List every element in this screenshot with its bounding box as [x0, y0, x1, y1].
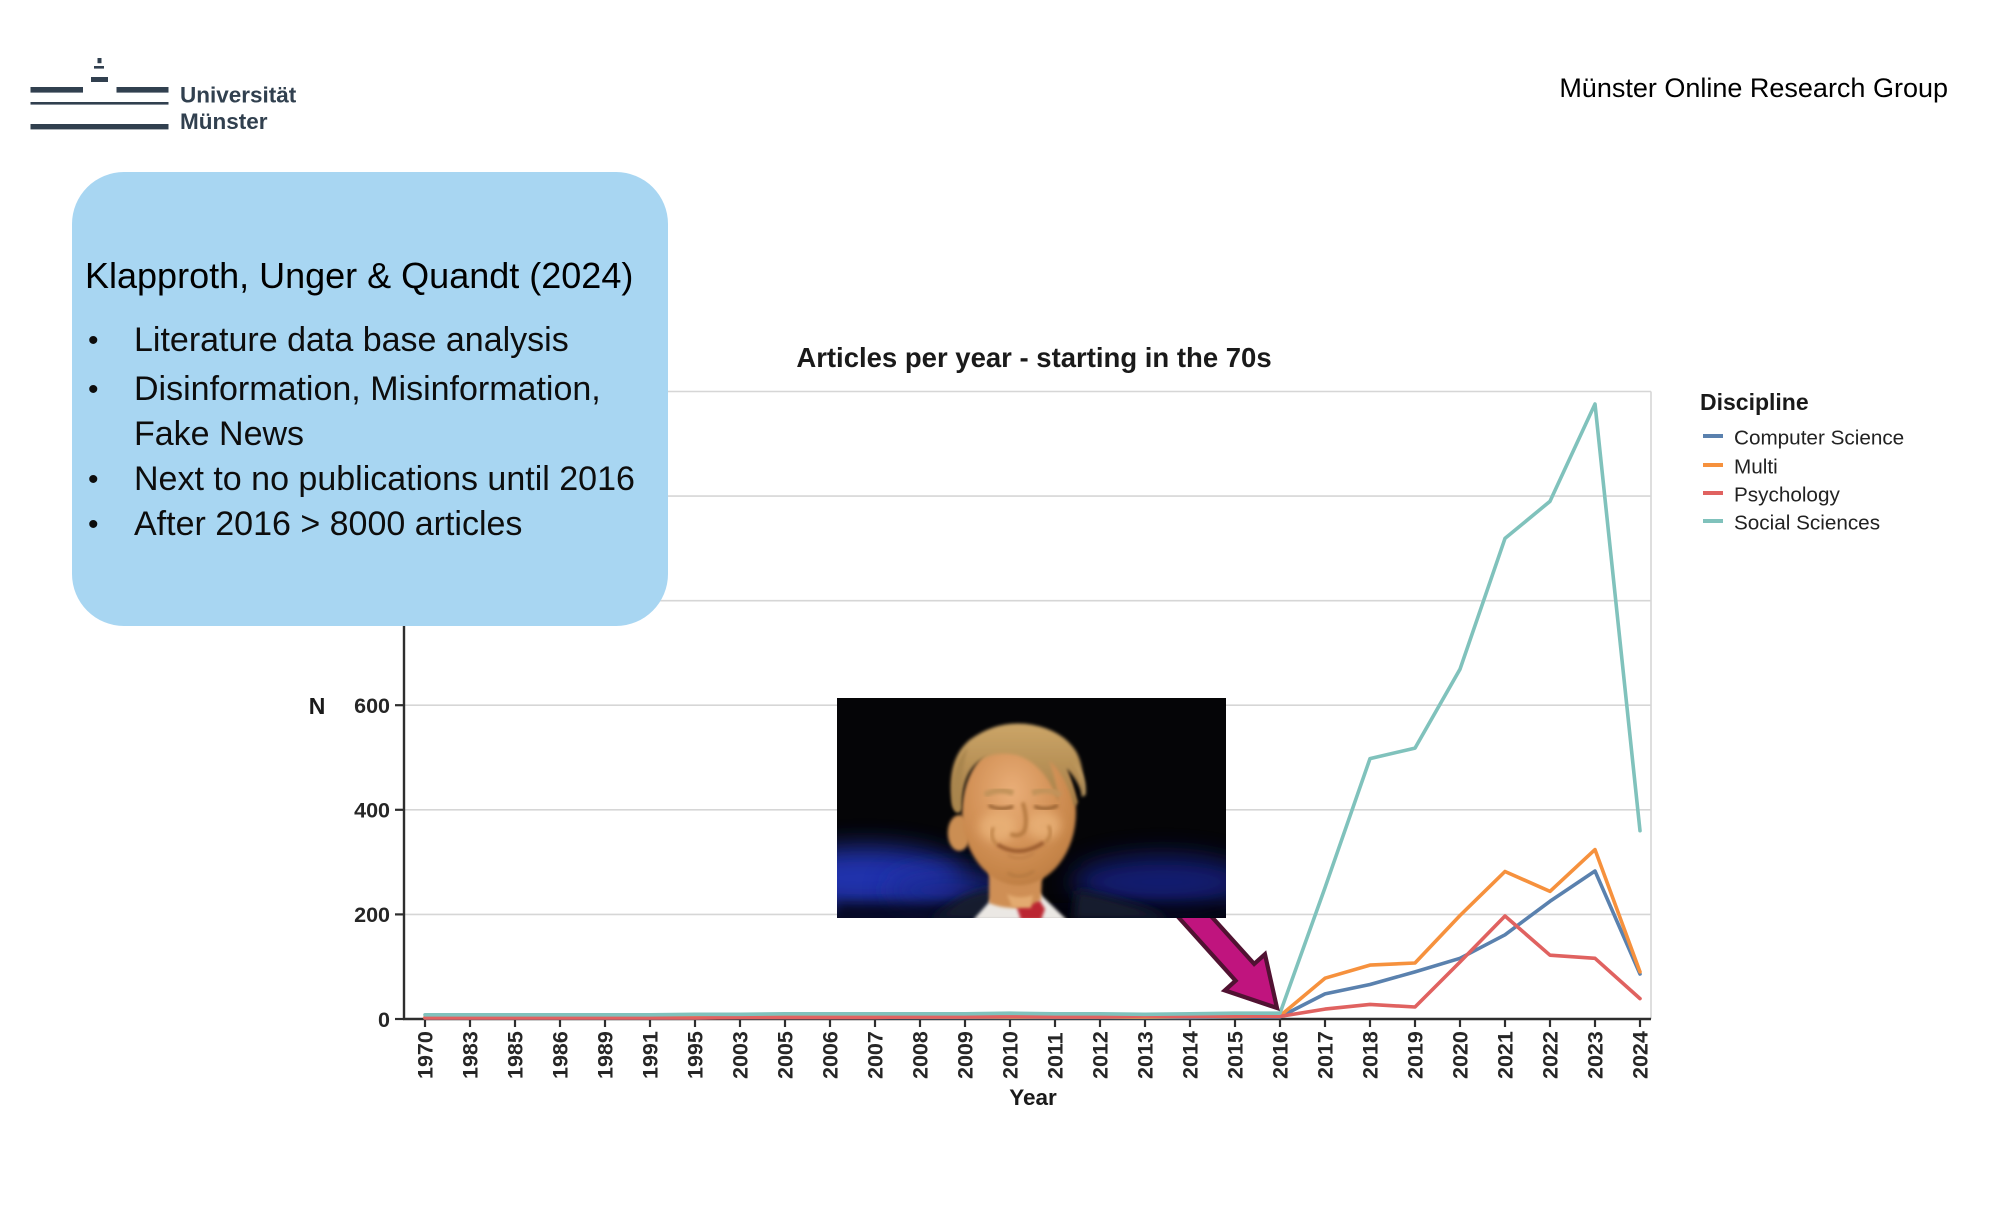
svg-text:2009: 2009: [954, 1031, 978, 1079]
svg-text:2012: 2012: [1089, 1031, 1113, 1079]
svg-text:Social Sciences: Social Sciences: [1734, 512, 1880, 535]
svg-text:Year: Year: [1009, 1085, 1057, 1110]
svg-text:2020: 2020: [1449, 1031, 1473, 1079]
svg-text:200: 200: [354, 903, 390, 927]
svg-text:N: N: [309, 693, 326, 719]
svg-text:2024: 2024: [1629, 1031, 1653, 1079]
svg-text:2014: 2014: [1179, 1031, 1203, 1079]
svg-text:2013: 2013: [1134, 1031, 1158, 1079]
svg-text:1986: 1986: [549, 1031, 573, 1079]
svg-text:2007: 2007: [864, 1031, 888, 1079]
svg-text:2017: 2017: [1314, 1031, 1338, 1079]
svg-text:2022: 2022: [1539, 1031, 1563, 1079]
svg-text:Psychology: Psychology: [1734, 484, 1840, 507]
svg-text:1983: 1983: [459, 1031, 483, 1079]
svg-text:2016: 2016: [1269, 1031, 1293, 1079]
svg-text:Articles per year - starting i: Articles per year - starting in the 70s: [796, 342, 1271, 373]
svg-text:1995: 1995: [684, 1031, 708, 1079]
svg-text:2019: 2019: [1404, 1031, 1428, 1079]
svg-text:1989: 1989: [594, 1031, 618, 1079]
svg-text:Münster: Münster: [180, 109, 268, 134]
svg-text:2006: 2006: [819, 1031, 843, 1079]
svg-text:1985: 1985: [504, 1031, 528, 1079]
svg-text:2021: 2021: [1494, 1031, 1518, 1079]
svg-text:400: 400: [354, 799, 390, 823]
svg-text:2003: 2003: [729, 1031, 753, 1079]
svg-text:Computer Science: Computer Science: [1734, 427, 1904, 450]
svg-text:2011: 2011: [1044, 1032, 1068, 1079]
svg-text:2010: 2010: [999, 1031, 1023, 1079]
svg-text:2018: 2018: [1359, 1031, 1383, 1079]
svg-text:2015: 2015: [1224, 1031, 1248, 1079]
svg-text:2008: 2008: [909, 1031, 933, 1079]
svg-text:Universität: Universität: [180, 83, 297, 108]
svg-text:1991: 1991: [639, 1031, 663, 1079]
svg-text:600: 600: [354, 694, 390, 718]
svg-text:Discipline: Discipline: [1700, 389, 1809, 415]
svg-text:Multi: Multi: [1734, 456, 1778, 479]
svg-text:1970: 1970: [414, 1031, 438, 1079]
svg-text:0: 0: [378, 1008, 390, 1032]
svg-text:2005: 2005: [774, 1031, 798, 1079]
svg-text:2023: 2023: [1584, 1031, 1608, 1079]
